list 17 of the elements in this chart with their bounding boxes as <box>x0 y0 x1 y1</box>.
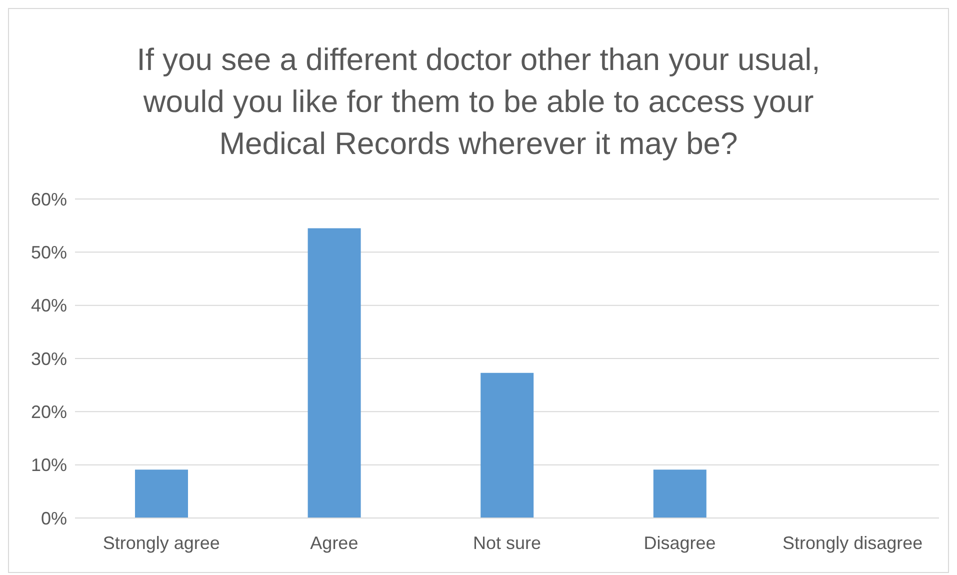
y-tick-label: 50% <box>30 242 67 263</box>
bar <box>308 228 361 518</box>
y-tick-label: 10% <box>30 455 67 476</box>
x-tick-label: Agree <box>310 532 358 553</box>
bar <box>653 470 706 518</box>
x-tick-label: Strongly disagree <box>782 532 923 553</box>
y-tick-label: 40% <box>30 296 67 316</box>
y-tick-label: 0% <box>40 508 67 528</box>
x-tick-label: Disagree <box>644 532 716 553</box>
bar <box>135 470 188 518</box>
x-tick-label: Not sure <box>472 532 542 553</box>
y-tick-label: 60% <box>30 189 67 210</box>
x-tick-label: Strongly agree <box>102 532 220 553</box>
chart-title: If you see a different doctor other than your usual, would you like for them to be able to access your Medical Records wherever it may be? <box>136 41 822 163</box>
y-tick-label: 20% <box>30 402 67 422</box>
y-tick-label: 30% <box>30 348 67 369</box>
bar <box>480 372 534 518</box>
